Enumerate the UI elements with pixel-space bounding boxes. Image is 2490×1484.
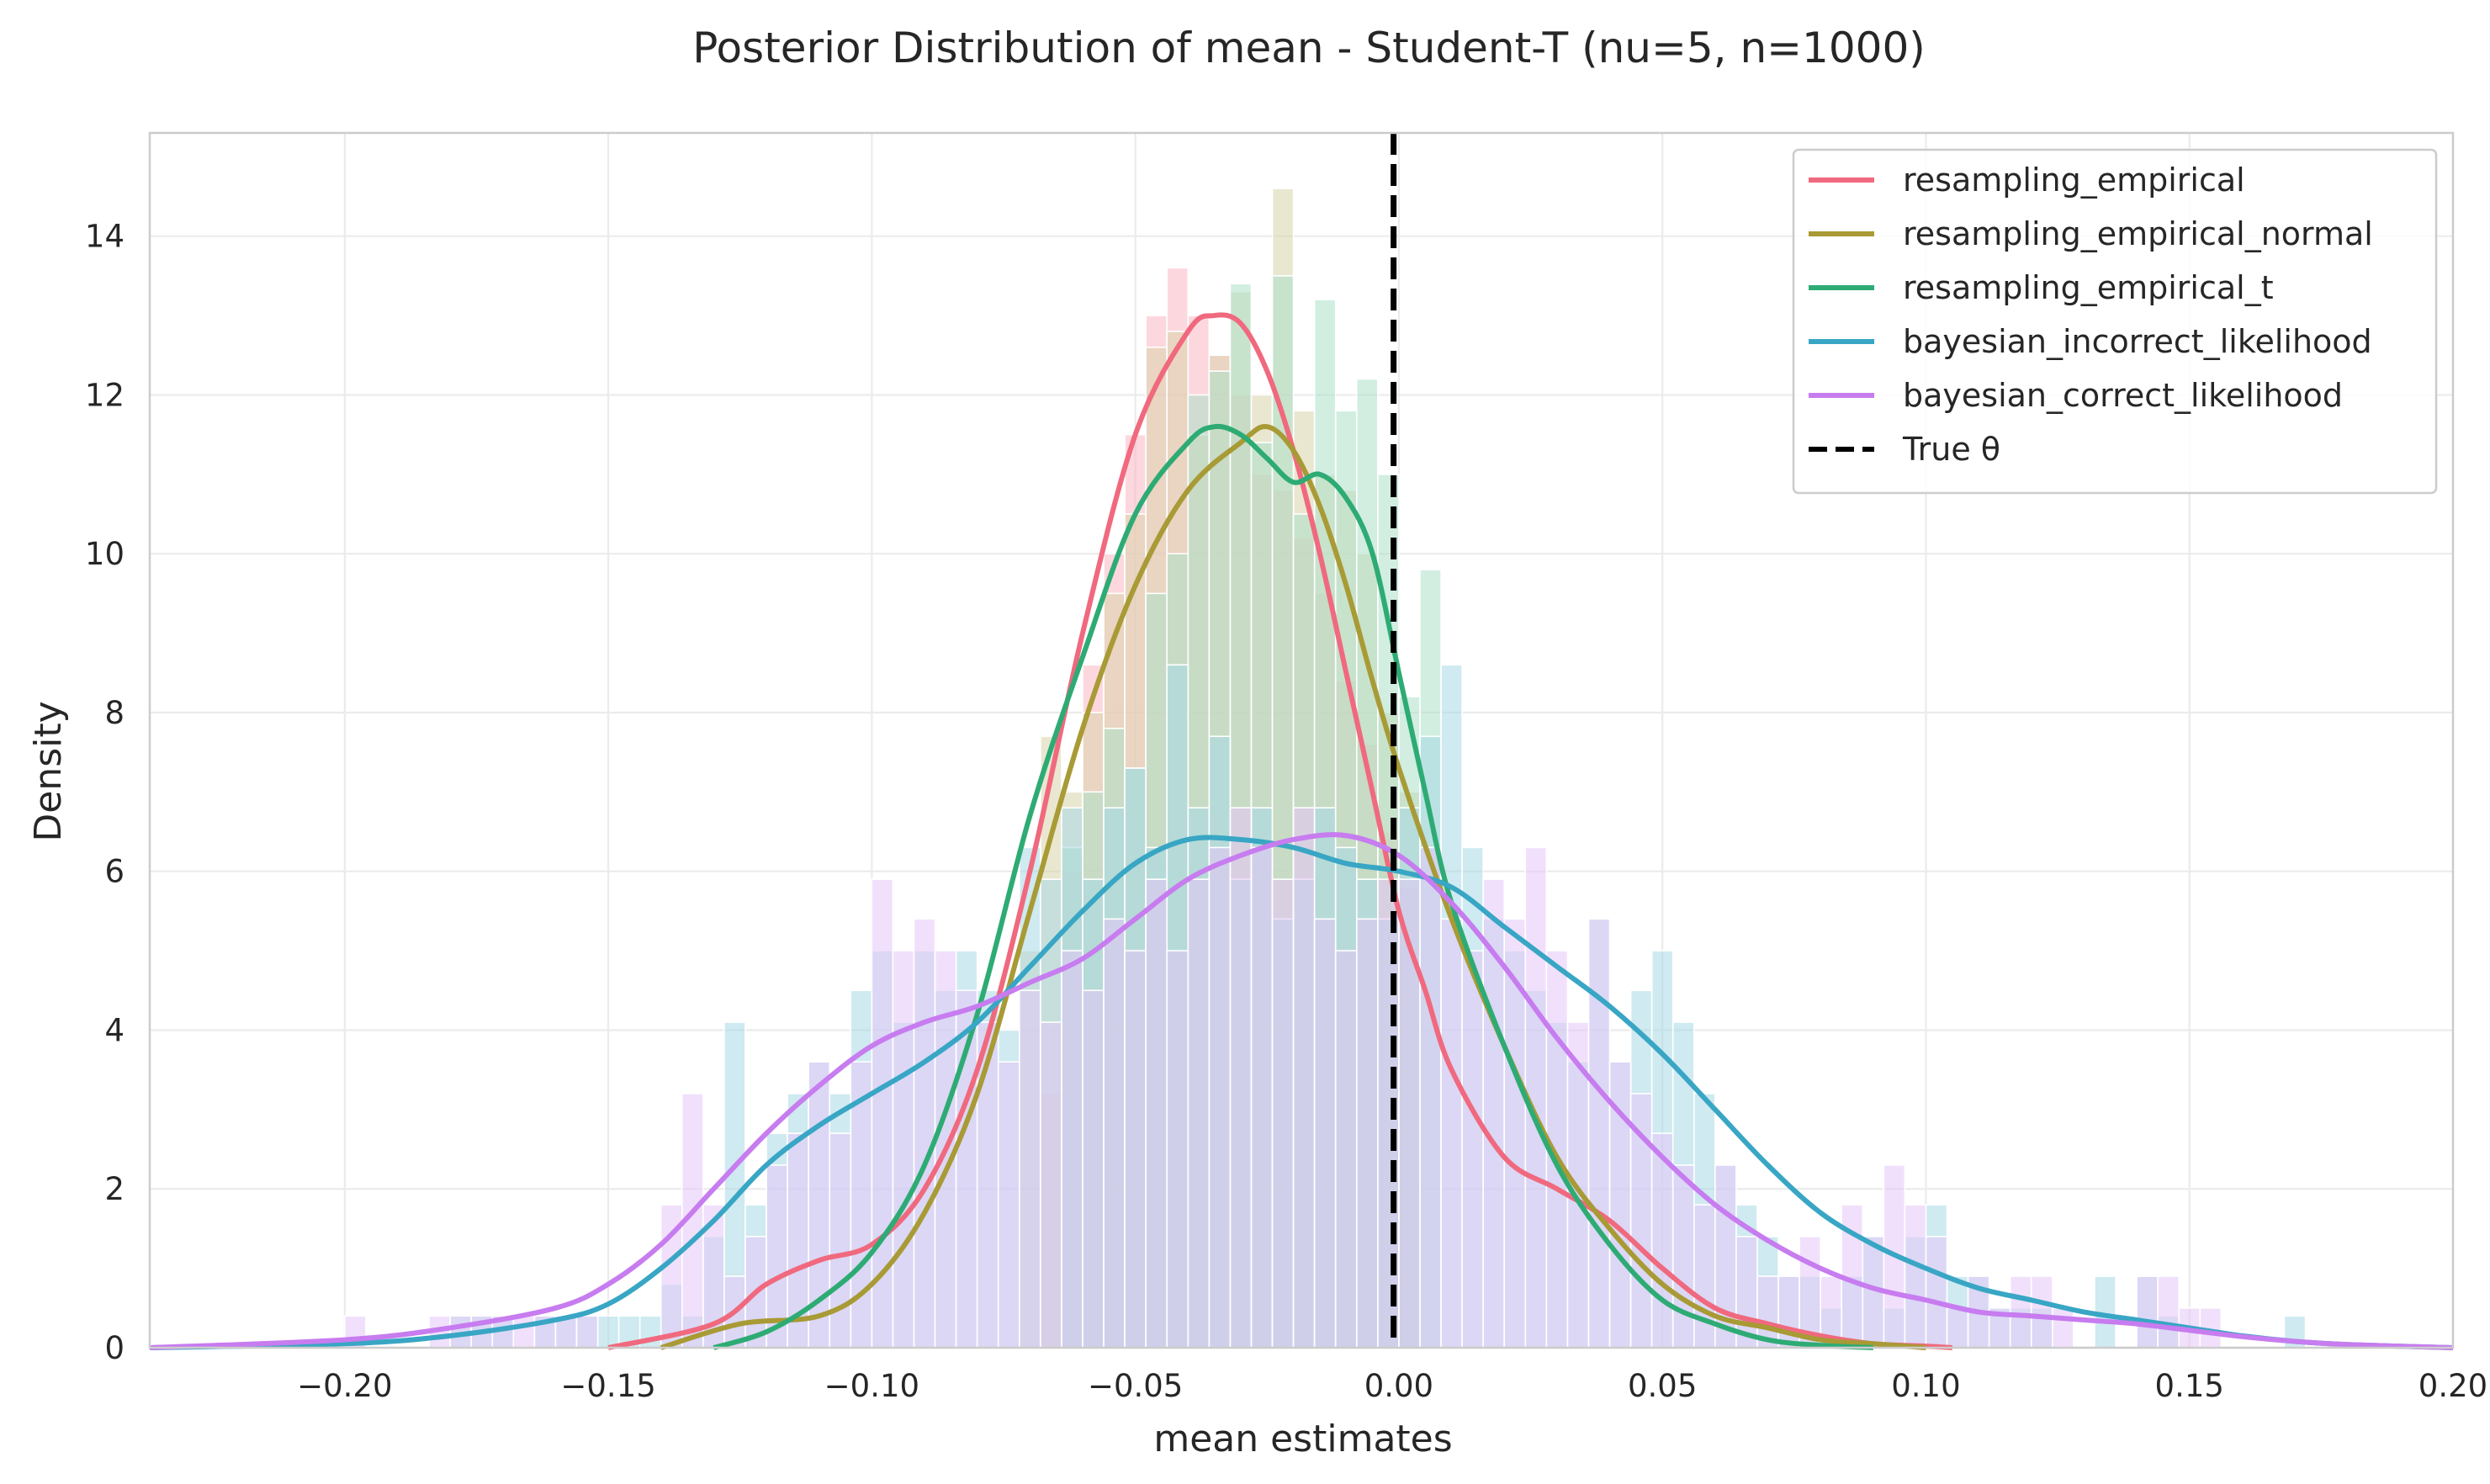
histogram-bar: [1166, 950, 1189, 1349]
histogram-bar: [1355, 918, 1379, 1349]
histogram-bar: [892, 950, 915, 1349]
histogram-bar: [1018, 989, 1041, 1349]
histogram-bar: [596, 1315, 620, 1349]
histogram-bar: [976, 1021, 999, 1349]
x-axis-ticks: −0.20 −0.15 −0.10 −0.05 0.00 0.05 0.10 0.15 0.20: [297, 1368, 2487, 1404]
kde-curve-bayesian_correct_likelihood: [149, 832, 2454, 1350]
x-tick-label: 0.00: [1364, 1368, 1433, 1404]
legend-label: bayesian_incorrect_likelihood: [1903, 323, 2372, 360]
histogram-bar: [1061, 950, 1083, 1349]
legend-label: True θ: [1902, 431, 2000, 468]
legend-label: resampling_empirical: [1903, 162, 2245, 199]
kde-curve-resampling_empirical: [607, 312, 1952, 1350]
histogram-bar: [1145, 878, 1168, 1349]
histogram-bar: [2009, 1275, 2032, 1349]
histogram-bar: [1082, 989, 1105, 1349]
y-tick-label: 6: [104, 854, 124, 890]
histogram-bar: [1671, 1164, 1695, 1349]
histogram-bar: [1946, 1307, 1969, 1349]
histogram-bar: [512, 1315, 536, 1349]
legend-label: resampling_empirical_normal: [1903, 215, 2373, 252]
histogram-bar: [1292, 807, 1316, 1349]
y-axis-ticks: 0 2 4 6 8 10 12 14: [85, 219, 124, 1366]
x-tick-label: 0.20: [2418, 1368, 2487, 1404]
histogram-bar: [2030, 1275, 2053, 1349]
histogram-bar: [2052, 1307, 2074, 1349]
histogram-bar: [2157, 1275, 2180, 1349]
histogram-bar: [1587, 918, 1611, 1349]
histogram-bar: [2136, 1275, 2159, 1349]
y-tick-label: 2: [104, 1171, 124, 1207]
x-tick-label: −0.05: [1088, 1368, 1183, 1404]
histogram-bar: [1650, 1132, 1674, 1349]
histogram-bar: [1229, 807, 1253, 1349]
histogram-bar: [1419, 846, 1442, 1349]
legend-label: bayesian_correct_likelihood: [1903, 377, 2343, 414]
histogram-bar: [575, 1315, 599, 1349]
x-tick-label: 0.05: [1628, 1368, 1697, 1404]
histogram-bar: [1103, 918, 1126, 1349]
x-tick-label: 0.15: [2155, 1368, 2224, 1404]
x-tick-label: −0.10: [824, 1368, 919, 1404]
histogram-bar: [1440, 918, 1463, 1349]
plot-frame: [148, 131, 2455, 1349]
histogram-bar: [1250, 846, 1274, 1349]
y-tick-label: 14: [85, 219, 124, 255]
histogram-bar: [1271, 878, 1295, 1349]
histogram-bar: [1461, 950, 1484, 1349]
histogram-bar: [913, 918, 936, 1349]
chart-title: Posterior Distribution of mean - Student…: [692, 24, 1926, 72]
histogram-bar: [1904, 1204, 1927, 1349]
histogram-bar: [1040, 1021, 1062, 1349]
x-tick-label: −0.15: [560, 1368, 655, 1404]
y-tick-label: 12: [85, 377, 124, 413]
legend-box: [1792, 148, 2438, 495]
legend: resampling_empirical resampling_empirical…: [1792, 148, 2438, 495]
histogram-bar: [1334, 950, 1358, 1349]
x-axis-label: mean estimates: [1153, 1418, 1452, 1460]
histogram-bar: [1208, 846, 1232, 1349]
histogram-bar: [829, 1132, 852, 1349]
y-axis-label: Density: [27, 701, 70, 841]
x-tick-label: −0.20: [297, 1368, 392, 1404]
legend-label: resampling_empirical_t: [1903, 269, 2274, 306]
y-tick-label: 10: [85, 536, 124, 572]
histogram-bar: [1482, 878, 1506, 1349]
y-tick-label: 0: [104, 1330, 124, 1366]
histogram-bar: [1693, 1204, 1716, 1349]
histogram-bar: [997, 1061, 1020, 1349]
kde-curve-bayesian_incorrect_likelihood: [149, 835, 2454, 1350]
density-curves: [149, 312, 2454, 1350]
histogram-bar: [1313, 918, 1337, 1349]
y-tick-label: 8: [104, 695, 124, 731]
y-tick-label: 4: [104, 1012, 124, 1048]
histogram-bar: [1187, 878, 1211, 1349]
x-tick-label: 0.10: [1891, 1368, 1960, 1404]
histogram-bar: [1925, 1236, 1948, 1349]
kde-curve-resampling_empirical_t: [713, 423, 1873, 1350]
histogram-bar: [1124, 950, 1147, 1349]
histogram-bayesian_correct_likelihood: [344, 807, 2222, 1349]
